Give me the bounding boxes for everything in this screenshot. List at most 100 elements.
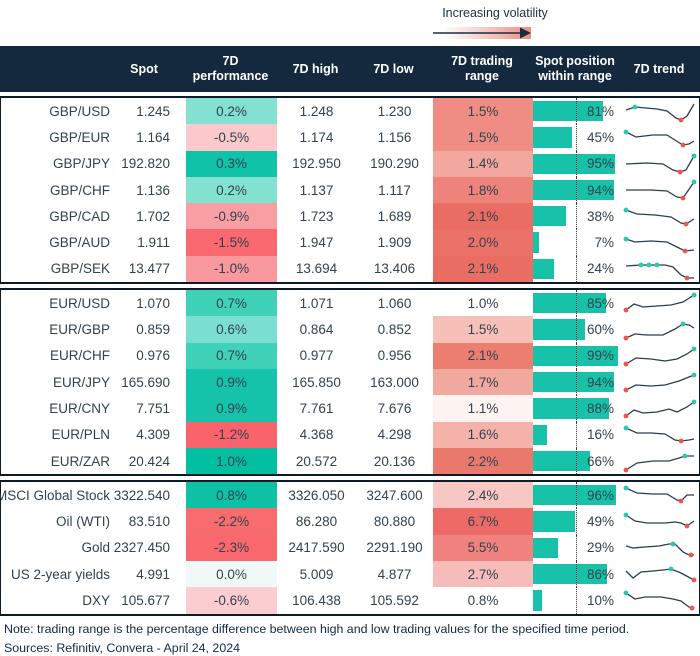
instrument-label: GBP/EUR — [49, 129, 110, 145]
right-arrow-icon — [433, 27, 531, 39]
trading-range-cell: 1.7% — [433, 368, 533, 396]
low-value: 1.689 — [377, 208, 412, 224]
position-bar — [533, 258, 554, 280]
instrument-label: EUR/JPY — [52, 374, 110, 390]
spot-position-cell: 81% — [533, 98, 619, 125]
range-midpoint-line — [576, 255, 577, 283]
column-header-spacer — [176, 46, 185, 92]
range-midpoint-line — [576, 98, 577, 125]
red-marker-dot — [623, 387, 629, 393]
trend-sparkline — [619, 203, 700, 229]
range-midpoint-line — [576, 368, 577, 396]
instrument-label: GBP/JPY — [52, 156, 110, 172]
high-value: 7.761 — [299, 400, 334, 416]
position-value: 24% — [586, 261, 614, 277]
spot-value: 20.424 — [128, 453, 170, 469]
spot-value: 105.677 — [121, 592, 170, 608]
high-value: 1.947 — [299, 235, 334, 251]
table-row: GBP/EUR 1.164 -0.5% 1.174 1.156 1.5% 45% — [1, 124, 700, 151]
trend-sparkline — [619, 256, 700, 282]
spot-position-cell: 29% — [533, 534, 619, 562]
instrument-label: GBP/AUD — [49, 235, 110, 251]
trading-range-cell: 1.5% — [433, 98, 533, 125]
position-bar — [533, 398, 609, 419]
instrument-label: EUR/GBP — [49, 322, 110, 338]
red-marker-dot — [682, 248, 688, 254]
low-value: 20.136 — [373, 453, 416, 469]
table-row: EUR/ZAR 20.424 1.0% 20.572 20.136 2.2% 6… — [1, 447, 699, 475]
low-value: 1.230 — [377, 103, 412, 119]
range-midpoint-line — [576, 290, 577, 317]
performance-cell: -1.5% — [186, 229, 277, 256]
low-value: 105.592 — [370, 592, 419, 608]
red-marker-dot — [684, 523, 690, 528]
high-value: 5.009 — [299, 566, 334, 582]
teal-marker-dot — [680, 321, 686, 326]
position-value: 94% — [586, 182, 614, 198]
legend-label: Increasing volatility — [442, 6, 548, 20]
spot-value: 4.991 — [136, 566, 170, 582]
trading-range-cell: 1.0% — [433, 290, 533, 317]
position-bar — [533, 511, 576, 532]
position-bar — [533, 371, 614, 393]
range-midpoint-line — [576, 587, 577, 614]
column-spacer — [177, 290, 186, 316]
red-marker-dot — [623, 467, 629, 473]
trend-sparkline — [619, 290, 700, 316]
range-midpoint-line — [576, 176, 577, 204]
teal-marker-dot — [691, 179, 697, 185]
trend-sparkline — [619, 508, 700, 534]
range-midpoint-line — [576, 316, 577, 343]
performance-cell: -2.2% — [186, 508, 277, 535]
spot-value: 1.164 — [136, 129, 170, 145]
column-header-performance: 7D performance — [192, 54, 269, 83]
trading-range-cell: 2.1% — [433, 203, 533, 230]
column-spacer — [177, 124, 186, 150]
column-header-high: 7D high — [292, 61, 339, 76]
position-value: 10% — [586, 592, 614, 608]
performance-cell: -0.9% — [186, 203, 277, 230]
performance-cell: 0.9% — [186, 368, 277, 396]
red-marker-dot — [684, 275, 690, 281]
table-row: GBP/JPY 192.820 0.3% 192.950 190.290 1.4… — [1, 150, 699, 177]
teal-marker-dot — [691, 292, 697, 298]
position-value: 45% — [586, 129, 614, 145]
column-header-spot-position: Spot position within range — [535, 54, 615, 83]
position-value: 88% — [586, 400, 614, 416]
instrument-label: EUR/ZAR — [50, 453, 110, 469]
trend-sparkline — [619, 177, 700, 203]
teal-marker-dot — [623, 485, 629, 491]
high-value: 86.280 — [295, 514, 338, 530]
instrument-label: DXY — [82, 592, 110, 608]
trend-sparkline — [619, 369, 700, 395]
table-row: EUR/GBP 0.859 0.6% 0.864 0.852 1.5% 60% — [1, 316, 699, 343]
trading-range-cell: 6.7% — [433, 508, 533, 535]
spot-position-cell: 49% — [533, 508, 619, 535]
position-value: 94% — [586, 374, 614, 390]
high-value: 1.071 — [299, 295, 334, 311]
low-value: 4.298 — [377, 427, 412, 443]
column-header-blank — [0, 46, 112, 92]
position-bar — [533, 153, 615, 174]
range-midpoint-line — [576, 229, 577, 256]
high-value: 165.850 — [292, 374, 341, 390]
trend-sparkline — [619, 124, 700, 150]
spot-position-cell: 60% — [533, 316, 619, 343]
column-spacer — [177, 448, 186, 474]
high-value: 3326.050 — [288, 487, 345, 503]
spot-position-cell: 94% — [533, 368, 619, 396]
column-spacer — [177, 151, 186, 177]
position-value: 96% — [586, 487, 614, 503]
performance-cell: -2.3% — [186, 534, 277, 562]
position-bar — [533, 101, 603, 122]
spot-position-cell: 88% — [533, 395, 619, 422]
range-midpoint-line — [576, 534, 577, 562]
red-marker-dot — [678, 498, 684, 504]
spot-value: 1.245 — [136, 103, 170, 119]
red-marker-dot — [683, 221, 689, 227]
trading-range-cell: 2.1% — [433, 342, 533, 369]
teal-marker-dot — [691, 400, 697, 405]
column-header-low: 7D low — [373, 61, 414, 76]
instrument-label: EUR/PLN — [51, 427, 110, 443]
column-header-spot: Spot — [130, 61, 158, 76]
